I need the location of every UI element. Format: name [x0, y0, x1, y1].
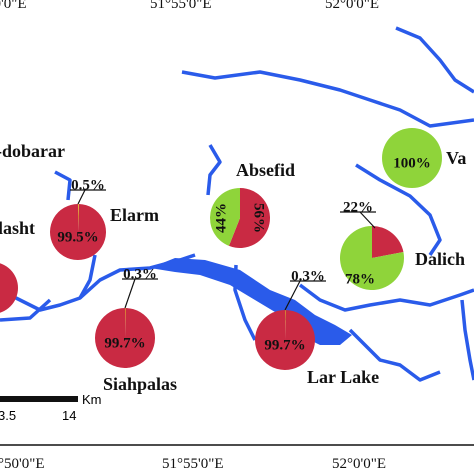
slice-label: 78%	[345, 271, 375, 287]
slice-label: 99.7%	[264, 337, 305, 353]
coord-label: 51°55'0"E	[162, 456, 224, 472]
coord-label: °50'0"E	[0, 0, 27, 12]
cropped-pie	[0, 263, 18, 313]
slice-label: 44%	[213, 203, 229, 233]
callout-line	[77, 189, 86, 205]
pie-slice	[228, 188, 270, 248]
pie-slice	[340, 226, 404, 290]
slice-label: 0.3%	[123, 266, 157, 282]
slice-label: 0.5%	[71, 177, 105, 193]
pie-slice	[210, 188, 240, 246]
callout-line	[359, 211, 376, 229]
place-label: -dobarar	[0, 141, 65, 161]
pie-slice	[125, 308, 126, 338]
slice-label: 56%	[251, 203, 267, 233]
pie-slice	[372, 226, 404, 258]
place-label: Siahpalas	[103, 374, 177, 394]
pie-slice	[382, 128, 442, 188]
coord-label: 52°0'0"E	[325, 0, 379, 12]
place-label: Elarm	[110, 205, 159, 225]
coord-label: °50'0"E	[0, 456, 45, 472]
place-label: Dalich	[415, 249, 465, 269]
pie-slice	[95, 308, 156, 368]
slice-label: 0.3%	[291, 268, 325, 284]
scale-tick: 3.5	[0, 408, 16, 423]
coord-label: 52°0'0"E	[332, 456, 386, 472]
scale-tick: 14	[62, 408, 76, 423]
place-label: lasht	[0, 218, 35, 238]
slice-label: 22%	[343, 199, 373, 215]
slice-label: 99.7%	[104, 335, 145, 351]
pie-slice	[254, 310, 315, 371]
pie-slice	[50, 204, 107, 260]
callout-line	[284, 280, 301, 311]
slice-label: 100%	[393, 155, 431, 171]
place-label: Lar Lake	[307, 367, 379, 387]
scale-unit: Km	[82, 392, 102, 407]
callout-line	[124, 278, 136, 309]
place-label: Va	[446, 148, 466, 168]
pie-slice	[78, 204, 79, 232]
slice-label: 99.5%	[57, 229, 98, 245]
coord-label: 51°55'0"E	[150, 0, 212, 12]
scale-bar	[0, 396, 78, 402]
pie-slice	[285, 310, 286, 340]
place-label: Absefid	[236, 160, 295, 180]
